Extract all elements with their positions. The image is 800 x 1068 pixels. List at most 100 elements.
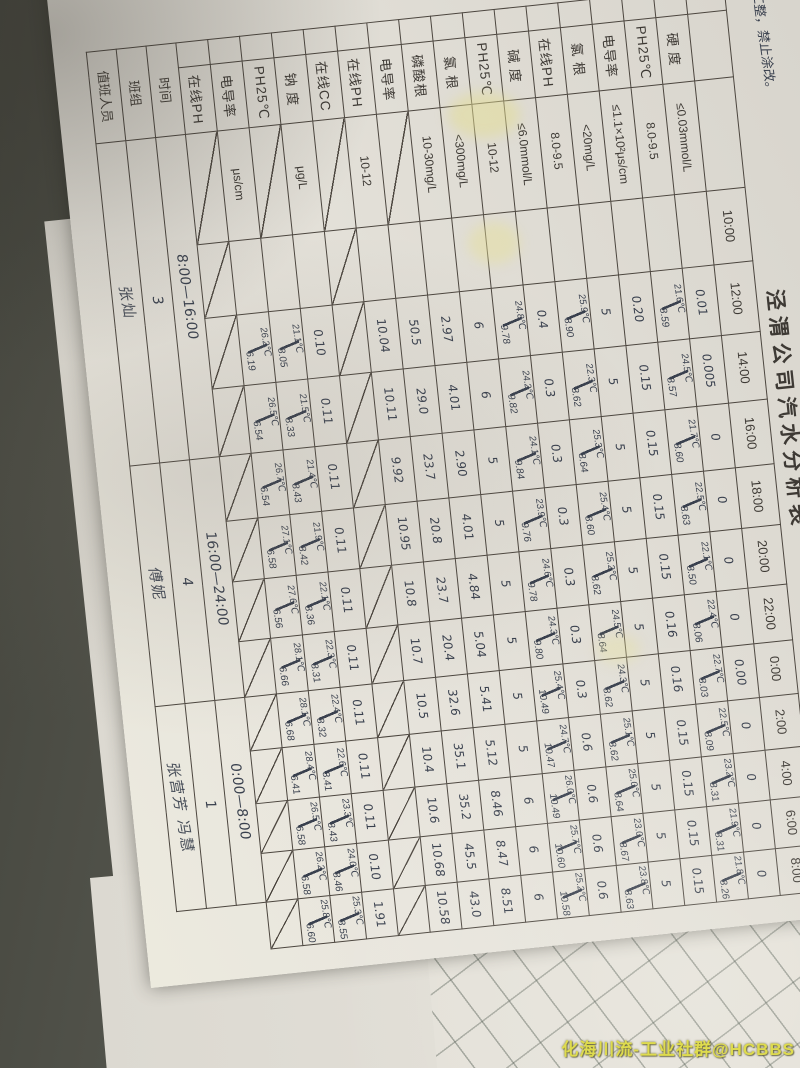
value-cell: 22.6℃ 8.41 bbox=[313, 741, 352, 797]
value-cell: 0.15 bbox=[646, 535, 685, 598]
yellow-highlight-smudge bbox=[596, 634, 640, 664]
value-cell: 0.16 bbox=[652, 594, 691, 654]
value-cell: 21.9℃ 8.42 bbox=[289, 510, 328, 576]
value-cell: 23.7 bbox=[423, 558, 462, 622]
value-cell: 0.6 bbox=[584, 865, 622, 916]
value-cell: 0 bbox=[733, 749, 771, 804]
value-cell: 0.6 bbox=[573, 766, 612, 821]
value-cell: 24.6℃ 9.78 bbox=[518, 548, 557, 612]
value-cell: 24.0℃ 8.46 bbox=[324, 843, 362, 896]
cut-column-cell bbox=[525, 2, 561, 32]
value-cell: 23.0℃ 8.67 bbox=[611, 813, 649, 866]
analysis-form: 字迹工整，禁止涂改。 泾渭公司汽水分析表 2017年 7月 30日 10:001… bbox=[74, 0, 800, 960]
value-cell: 0.3 bbox=[544, 484, 583, 549]
value-cell bbox=[353, 504, 392, 570]
value-cell bbox=[371, 680, 410, 738]
value-cell: 43.0 bbox=[457, 878, 494, 929]
value-cell: 6 bbox=[510, 773, 548, 827]
value-cell: 0 bbox=[703, 467, 742, 533]
cut-column-cell bbox=[557, 0, 593, 29]
value-cell: 22.5℃ 8.09 bbox=[695, 701, 734, 757]
value-cell: 8.51 bbox=[488, 875, 526, 926]
value-cell: 0.15 bbox=[679, 855, 717, 906]
value-cell: 0.3 bbox=[562, 660, 601, 718]
value-cell bbox=[365, 624, 404, 684]
value-cell: 5.41 bbox=[467, 670, 505, 728]
value-cell: 24.7℃ 10.47 bbox=[536, 717, 574, 774]
value-cell: 0.6 bbox=[579, 816, 617, 869]
value-cell: 23.2℃ 8.31 bbox=[701, 753, 739, 807]
value-cell: 26.2℃ 6.58 bbox=[292, 847, 330, 899]
cut-column-cell bbox=[462, 9, 497, 39]
time-header-cell: 0:00 bbox=[753, 639, 799, 698]
value-cell: 23.9℃ 9.76 bbox=[512, 487, 551, 553]
value-cell bbox=[377, 734, 415, 791]
value-cell: 32.6 bbox=[435, 673, 474, 732]
value-cell: 10.4 bbox=[409, 731, 447, 787]
time-header-cell: 4:00 bbox=[764, 745, 800, 801]
item-corner-cell bbox=[687, 10, 734, 81]
value-cell: 26.0℃ 10.49 bbox=[542, 769, 580, 824]
time-header-cell: 6:00 bbox=[770, 796, 800, 849]
value-cell: 28.4℃ 6.41 bbox=[282, 744, 320, 801]
value-cell: 25.8℃ 6.60 bbox=[297, 895, 335, 946]
value-cell: 22.4℃ 8.06 bbox=[684, 590, 722, 651]
value-cell: 0.11 bbox=[351, 790, 389, 844]
value-cell: 4.84 bbox=[455, 555, 494, 618]
value-cell bbox=[250, 747, 288, 804]
value-cell: 22.1℃ 8.50 bbox=[678, 532, 717, 595]
cut-column-cell bbox=[398, 16, 434, 45]
value-cell: 6 bbox=[515, 823, 553, 876]
forum-watermark: 化海川流-工业社群@HCBBS bbox=[561, 1040, 795, 1059]
value-cell: 0.00 bbox=[721, 643, 760, 702]
value-cell: 5 bbox=[626, 653, 664, 712]
value-cell: 0 bbox=[709, 528, 748, 591]
value-cell: 45.5 bbox=[451, 830, 489, 883]
value-cell: 24.3℃ 9.80 bbox=[525, 607, 563, 668]
cut-column-cell bbox=[271, 29, 306, 59]
cut-column-cell bbox=[366, 19, 402, 49]
value-cell: 21.9℃ 8.31 bbox=[706, 803, 744, 856]
time-header-cell: 12:00 bbox=[713, 260, 761, 336]
time-header-cell: 20:00 bbox=[741, 524, 787, 588]
value-cell: 0.15 bbox=[663, 704, 702, 760]
time-header-cell: 22:00 bbox=[747, 583, 793, 644]
value-cell: 6 bbox=[520, 872, 558, 923]
value-cell: 5 bbox=[480, 490, 519, 556]
value-cell bbox=[346, 439, 386, 508]
value-cell: 5.04 bbox=[461, 614, 500, 674]
time-header-cell: 16:00 bbox=[728, 398, 775, 468]
cut-column-cell bbox=[494, 6, 529, 35]
value-cell: 22.1℃ 8.36 bbox=[296, 572, 335, 635]
value-cell: 24.3℃ 8.62 bbox=[594, 656, 633, 715]
value-cell: 20.8 bbox=[417, 497, 456, 563]
value-cell: 21.8℃ 8.26 bbox=[711, 852, 749, 903]
value-cell: 10.8 bbox=[391, 562, 430, 625]
analysis-table: 10:00 12:00 14:00 16:00 18:00 20:00 22:00 0:00 2… bbox=[86, 0, 800, 959]
value-cell bbox=[383, 786, 421, 841]
value-cell: 28.1℃ 6.66 bbox=[270, 634, 309, 694]
value-cell bbox=[255, 800, 293, 854]
value-cell: 0 bbox=[716, 587, 754, 647]
value-cell: 5 bbox=[499, 667, 537, 725]
value-cell bbox=[244, 693, 283, 752]
value-cell: 22.3℃ 8.31 bbox=[302, 631, 341, 691]
value-cell: 25.2℃ 10.58 bbox=[552, 868, 590, 919]
value-cell: 0.16 bbox=[658, 650, 696, 708]
value-cell: 0.15 bbox=[669, 756, 707, 811]
value-cell: 10.6 bbox=[414, 783, 452, 838]
value-cell bbox=[266, 898, 303, 949]
value-cell: 35.1 bbox=[441, 727, 479, 784]
value-cell bbox=[393, 885, 431, 936]
value-cell: 10.95 bbox=[385, 500, 424, 566]
value-cell: 25.4℃ 8.60 bbox=[576, 480, 615, 546]
time-header-cell: 14:00 bbox=[721, 331, 768, 403]
value-cell: 0.15 bbox=[639, 474, 679, 539]
value-cell: 0 bbox=[743, 848, 781, 899]
value-cell: 5 bbox=[648, 858, 685, 909]
value-cell: 8.46 bbox=[478, 776, 516, 831]
value-cell: 0.3 bbox=[556, 604, 595, 664]
value-cell: 27.1℃ 6.58 bbox=[257, 514, 297, 580]
value-cell: 4.01 bbox=[448, 494, 488, 559]
value-cell: 25.7℃ 10.60 bbox=[547, 820, 585, 873]
